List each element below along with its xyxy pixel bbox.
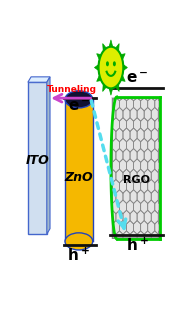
Text: Tunneling: Tunneling — [47, 85, 97, 94]
Text: $\mathbf{e^-}$: $\mathbf{e^-}$ — [68, 99, 90, 114]
Ellipse shape — [65, 233, 93, 250]
Polygon shape — [116, 85, 119, 92]
Text: ZnO: ZnO — [64, 171, 93, 184]
Polygon shape — [109, 89, 112, 95]
Text: $\mathbf{h^+}$: $\mathbf{h^+}$ — [126, 236, 149, 254]
Circle shape — [106, 61, 109, 66]
Polygon shape — [97, 76, 101, 81]
Polygon shape — [124, 65, 127, 70]
Text: $\mathbf{h^+}$: $\mathbf{h^+}$ — [67, 246, 90, 264]
Circle shape — [99, 47, 123, 88]
Bar — [111, 97, 160, 239]
Text: ITO: ITO — [25, 154, 49, 167]
Polygon shape — [97, 54, 101, 59]
Ellipse shape — [65, 91, 93, 108]
Text: $\mathbf{e^-}$: $\mathbf{e^-}$ — [126, 71, 148, 86]
Polygon shape — [47, 77, 50, 234]
Polygon shape — [103, 85, 106, 92]
Polygon shape — [109, 40, 112, 46]
Polygon shape — [28, 82, 47, 234]
Bar — [65, 99, 93, 241]
Polygon shape — [94, 65, 98, 70]
Polygon shape — [116, 44, 119, 50]
Circle shape — [113, 61, 116, 66]
Text: RGO: RGO — [123, 175, 150, 185]
Polygon shape — [121, 54, 125, 59]
Polygon shape — [28, 77, 50, 82]
Polygon shape — [103, 44, 106, 50]
Polygon shape — [121, 76, 125, 81]
